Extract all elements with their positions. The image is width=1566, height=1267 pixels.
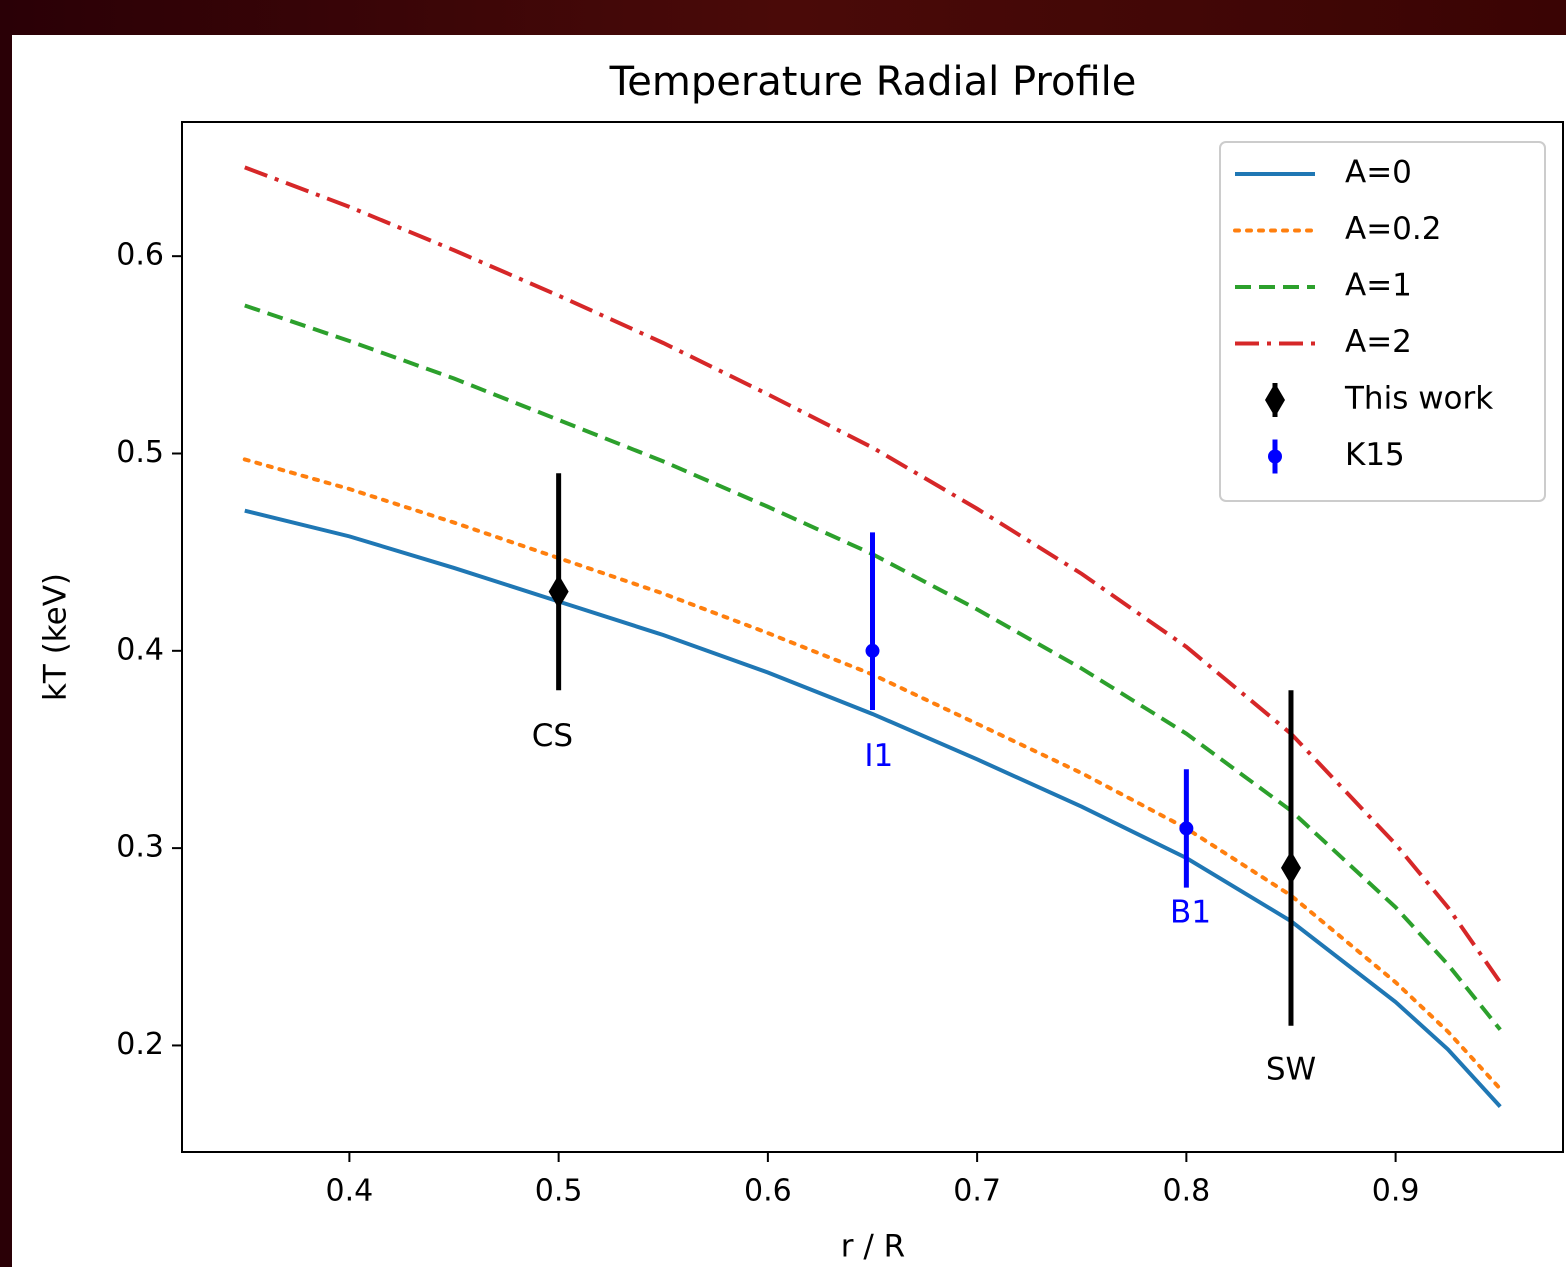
y-tick-label: 0.5	[116, 435, 164, 470]
curve	[242, 457, 1503, 1091]
legend-label: A=0.2	[1345, 211, 1441, 247]
annotation: B1	[1170, 895, 1211, 931]
legend-box	[1219, 141, 1546, 502]
curve	[244, 508, 1502, 1108]
x-tick-label: 0.5	[535, 1174, 583, 1209]
marker	[1280, 850, 1301, 885]
chart-title: Temperature Radial Profile	[609, 59, 1137, 105]
legend-marker	[1268, 449, 1282, 464]
y-tick-label: 0.3	[116, 830, 164, 865]
y-tick-label: 0.2	[116, 1027, 164, 1062]
x-tick-label: 0.7	[953, 1174, 1001, 1209]
annotation: CS	[532, 718, 573, 754]
x-axis-label: r / R	[841, 1229, 905, 1265]
x-tick-label: 0.8	[1163, 1174, 1211, 1209]
annotation: SW	[1266, 1052, 1316, 1088]
marker	[548, 574, 569, 609]
curve	[244, 165, 1502, 984]
plot-frame	[181, 121, 1564, 1153]
y-axis-label: kT (keV)	[38, 573, 74, 701]
x-tick-label: 0.9	[1372, 1174, 1420, 1209]
y-tick-label: 0.6	[116, 238, 164, 273]
legend-label: A=0	[1345, 155, 1412, 191]
x-tick-label: 0.4	[326, 1174, 374, 1209]
legend-label: A=1	[1345, 268, 1412, 304]
marker	[1179, 821, 1194, 836]
x-tick-label: 0.6	[744, 1174, 792, 1209]
legend-label: This work	[1344, 381, 1493, 417]
legend-label: A=2	[1345, 324, 1412, 360]
marker	[865, 643, 880, 658]
y-tick-label: 0.4	[116, 632, 164, 667]
legend-marker	[1265, 383, 1285, 417]
curve	[244, 303, 1502, 1031]
legend-label: K15	[1345, 437, 1405, 473]
annotation: I1	[864, 738, 893, 774]
